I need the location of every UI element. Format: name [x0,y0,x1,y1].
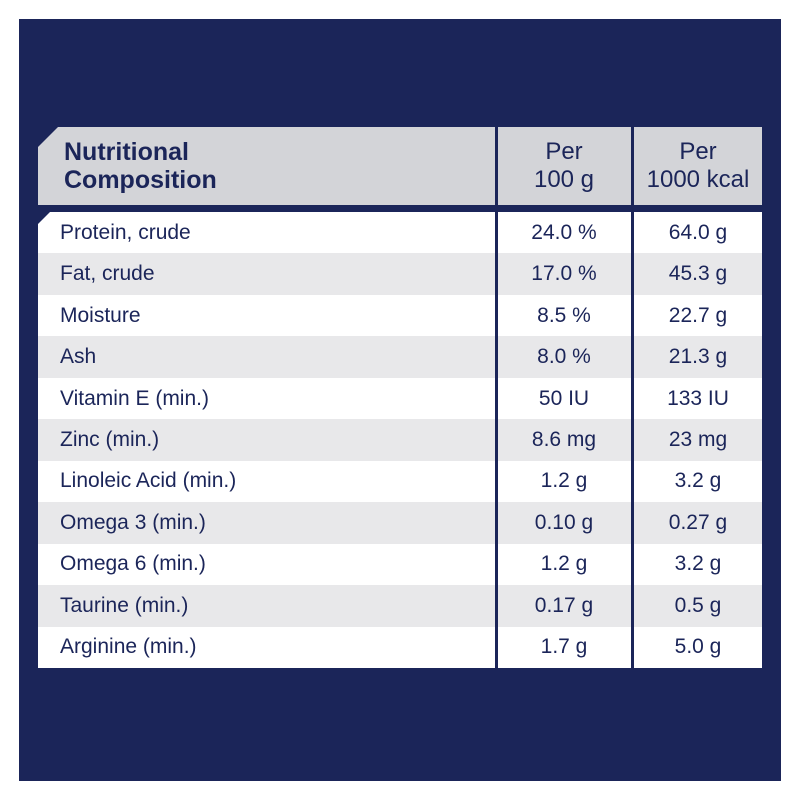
value-per-100g: 0.17 g [534,593,594,617]
table-body: Protein, crude 24.0 % 64.0 g Fat, crude 17.0… [38,212,762,668]
nutrient-name: Protein, crude [60,220,191,244]
header-name-line2: Composition [64,166,217,194]
value-per-100g: 24.0 % [531,220,597,244]
column-divider-2 [631,127,634,668]
table-row: Arginine (min.) 1.7 g 5.0 g [38,626,762,668]
header-col2-line1: Per [679,138,717,165]
nutrient-name: Arginine (min.) [60,635,197,659]
value-per-1000kcal: 0.27 g [668,510,728,534]
value-per-100g: 8.6 mg [531,427,597,451]
nutrition-table: Nutritional Composition Per 100 g Per 10… [38,127,762,668]
table-header: Nutritional Composition Per 100 g Per 10… [38,127,762,205]
value-per-1000kcal: 45.3 g [668,262,728,286]
nutrient-name: Zinc (min.) [60,427,160,451]
table-row: Taurine (min.) 0.17 g 0.5 g [38,585,762,627]
value-per-100g: 50 IU [538,386,590,410]
table-row: Linoleic Acid (min.) 1.2 g 3.2 g [38,460,762,503]
value-per-100g: 1.2 g [540,552,588,576]
value-per-1000kcal: 133 IU [667,386,729,410]
table-row: Zinc (min.) 8.6 mg 23 mg [38,419,762,461]
value-per-1000kcal: 22.7 g [668,303,728,327]
nutrient-name: Moisture [60,303,141,327]
nutrient-name: Linoleic Acid (min.) [60,469,237,493]
value-per-1000kcal: 3.2 g [674,552,722,576]
table-row: Fat, crude 17.0 % 45.3 g [38,253,762,295]
value-per-1000kcal: 5.0 g [674,635,722,659]
table-row: Ash 8.0 % 21.3 g [38,336,762,378]
value-per-1000kcal: 0.5 g [674,593,722,617]
header-name-line1: Nutritional [64,138,189,166]
header-col2-line2: 1000 kcal [646,166,750,193]
value-per-100g: 1.2 g [540,469,588,493]
table-row: Omega 3 (min.) 0.10 g 0.27 g [38,502,762,544]
nutrient-name: Omega 6 (min.) [60,552,206,576]
table-row: Vitamin E (min.) 50 IU 133 IU [38,377,762,420]
header-nutritional-composition: Nutritional Composition [64,127,484,205]
value-per-100g: 0.10 g [534,510,594,534]
table-row: Moisture 8.5 % 22.7 g [38,294,762,337]
column-divider-1 [495,127,498,668]
header-col1-line1: Per [545,138,583,165]
nutrient-name: Vitamin E (min.) [60,386,209,410]
nutrient-name: Ash [60,345,97,369]
table-row: Protein, crude 24.0 % 64.0 g [38,212,762,254]
value-per-1000kcal: 64.0 g [668,220,728,244]
value-per-1000kcal: 21.3 g [668,345,728,369]
table-row: Omega 6 (min.) 1.2 g 3.2 g [38,543,762,586]
value-per-1000kcal: 3.2 g [674,469,722,493]
nutrient-name: Fat, crude [60,262,155,286]
header-col1-line2: 100 g [533,166,595,193]
header-per-1000kcal: Per 1000 kcal [634,127,762,205]
header-per-100g: Per 100 g [498,127,630,205]
value-per-1000kcal: 23 mg [668,427,728,451]
header-divider [38,205,762,212]
value-per-100g: 1.7 g [540,635,588,659]
nutrient-name: Taurine (min.) [60,593,189,617]
value-per-100g: 8.0 % [537,345,591,369]
value-per-100g: 8.5 % [537,303,591,327]
value-per-100g: 17.0 % [531,262,597,286]
nutrient-name: Omega 3 (min.) [60,510,206,534]
